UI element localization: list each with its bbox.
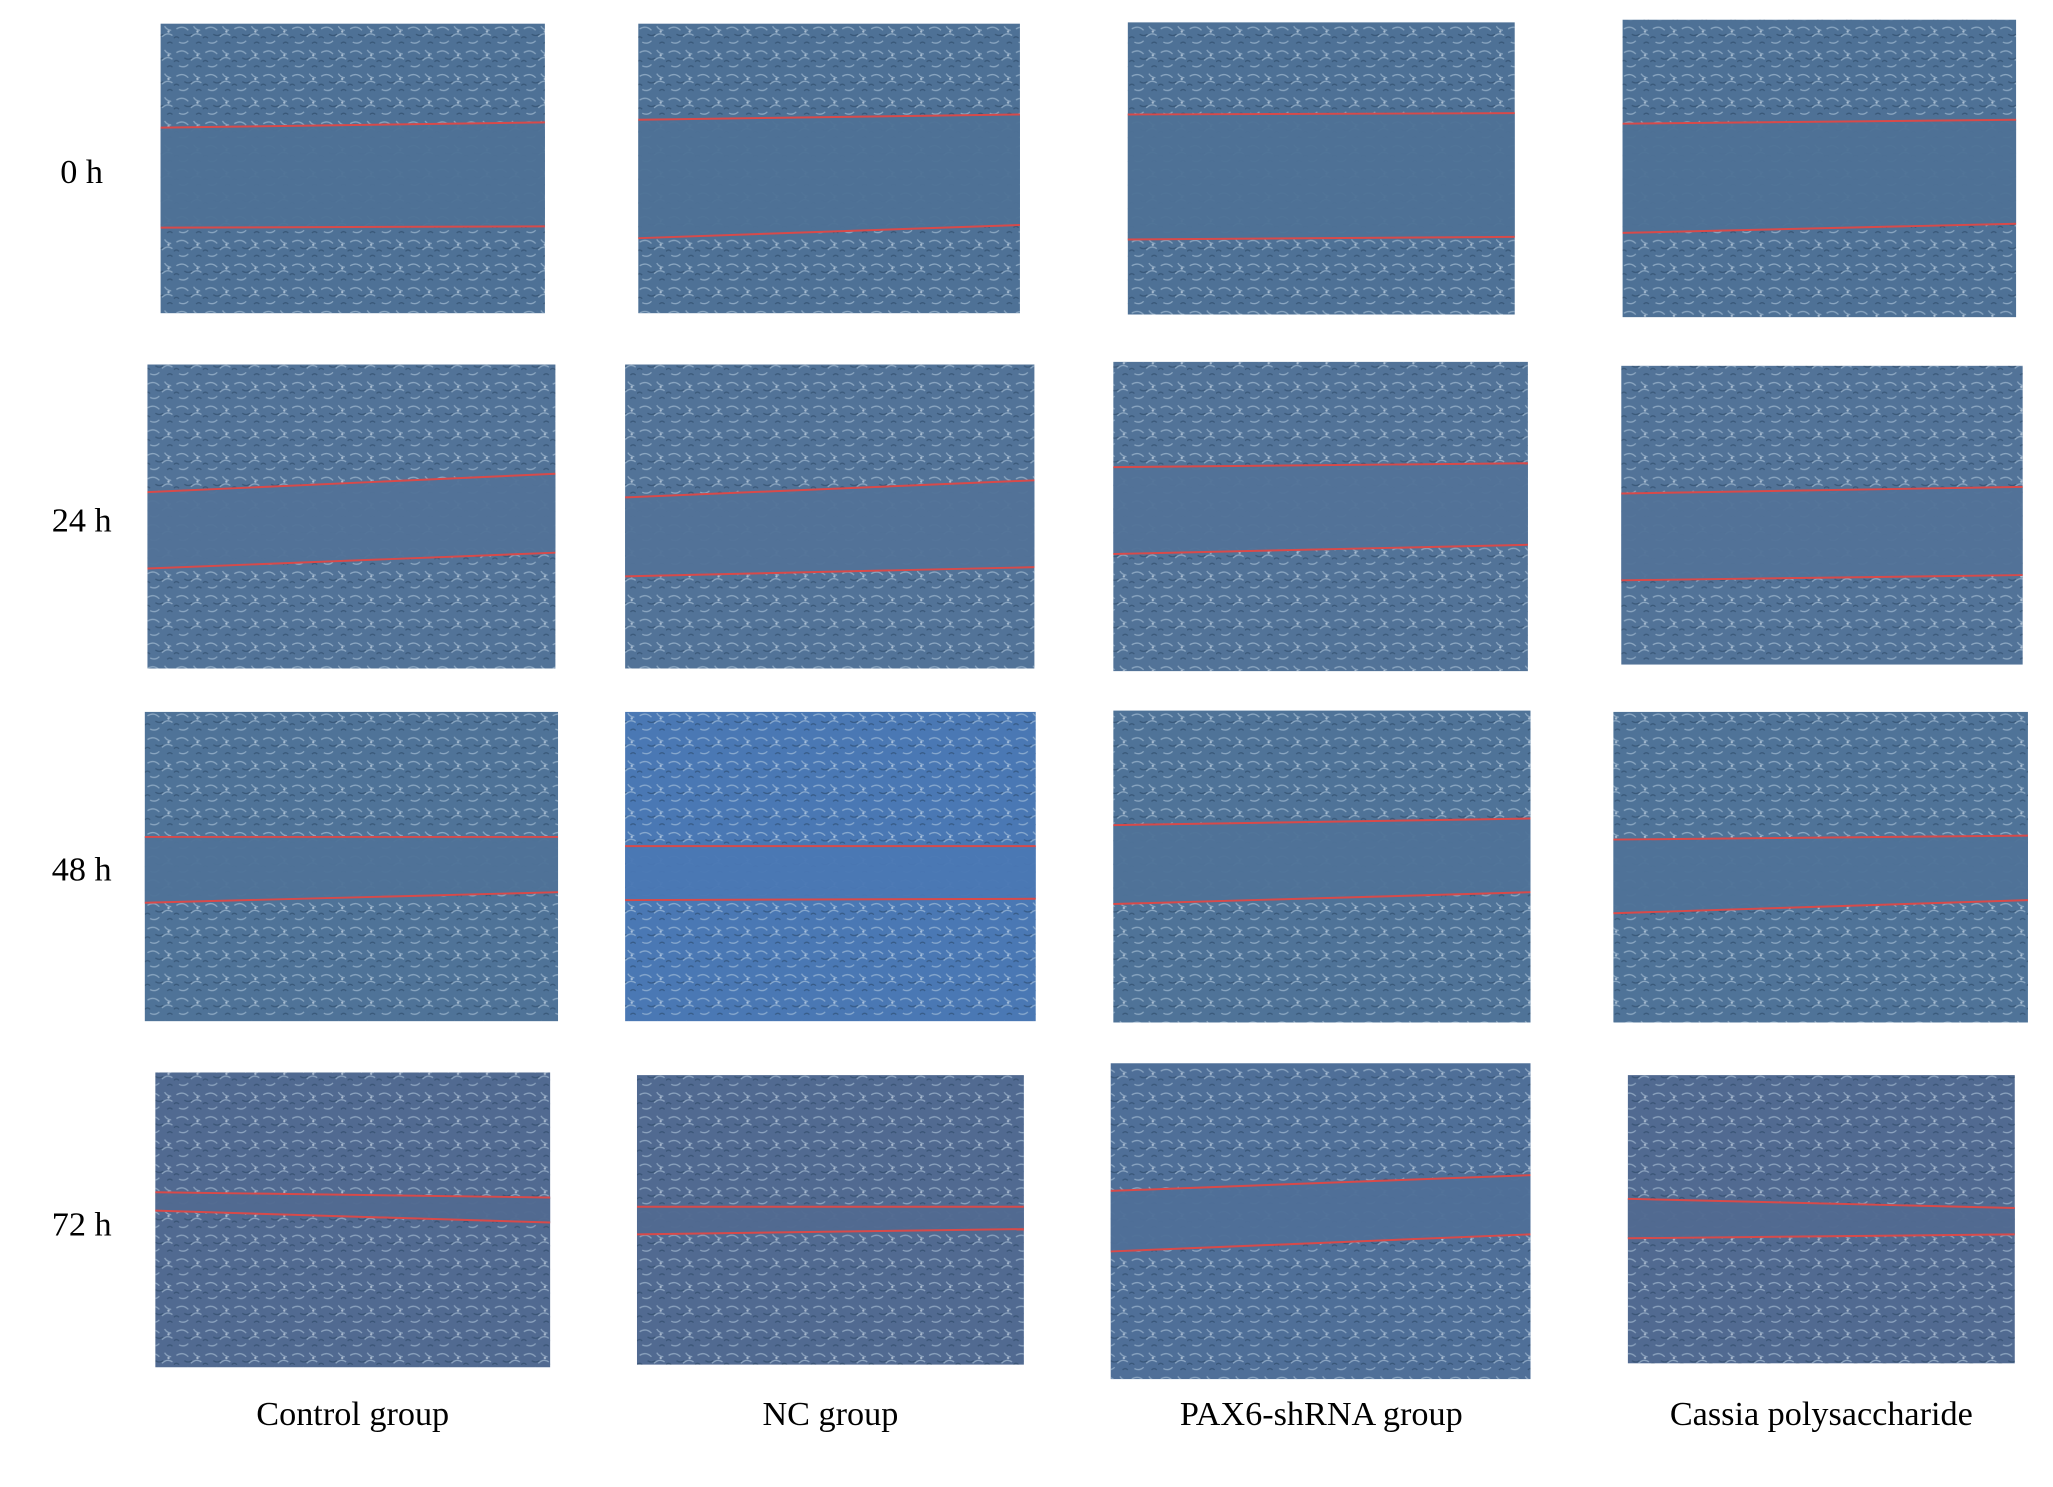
wound-edge: [1113, 817, 1531, 827]
wound-edge: [1113, 891, 1531, 906]
wound-edge: [147, 551, 556, 570]
wound-gap: [1113, 463, 1528, 555]
wound-edge: [155, 1191, 551, 1199]
wound-edge: [1621, 485, 2023, 495]
column-label: Control group: [256, 1396, 449, 1433]
wound-gap: [155, 1192, 551, 1223]
wound-edge: [1613, 834, 2028, 841]
wound-edge: [625, 897, 1036, 902]
column-label: PAX6-shRNA group: [1180, 1396, 1463, 1433]
column-label: Cassia polysaccharide: [1670, 1396, 1973, 1433]
wound-edge: [1622, 222, 2017, 234]
wound-gap: [625, 846, 1036, 901]
wound-gap: [1113, 818, 1531, 905]
wound-edge: [1127, 235, 1515, 241]
wound-edge: [638, 224, 1020, 240]
row-label: 48 h: [52, 851, 112, 888]
wound-edge: [155, 1209, 551, 1224]
row-label: 24 h: [52, 503, 112, 540]
wound-gap: [638, 114, 1020, 239]
wound-gap: [144, 836, 559, 903]
row-label: 0 h: [60, 154, 103, 191]
wound-edge: [147, 472, 556, 494]
wound-gap: [1621, 486, 2023, 581]
wound-edge: [1113, 543, 1528, 555]
wound-gap: [636, 1206, 1024, 1235]
wound-gap: [1110, 1175, 1531, 1252]
wound-edge: [625, 566, 1035, 578]
wound-edge: [1613, 899, 2028, 915]
wound-edge: [160, 225, 545, 229]
wound-edge: [1622, 118, 2017, 125]
row-label: 72 h: [52, 1207, 112, 1244]
wound-gap: [160, 122, 545, 228]
wound-gap: [1613, 835, 2028, 914]
wound-edge: [636, 1228, 1024, 1236]
wound-gap: [1622, 119, 2017, 233]
wound-edge: [1110, 1233, 1531, 1253]
wound-edge: [638, 113, 1020, 121]
column-label: NC group: [762, 1396, 898, 1433]
wound-edge: [1627, 1197, 2015, 1210]
wound-edge: [144, 891, 559, 904]
wound-edge: [1110, 1174, 1531, 1192]
wound-edge: [625, 479, 1035, 499]
wound-edge: [1113, 462, 1528, 469]
wound-gap: [1127, 113, 1515, 240]
wound-gap: [625, 480, 1035, 577]
wound-edge: [1621, 574, 2023, 582]
wound-gap: [147, 473, 556, 569]
wound-edge: [1127, 112, 1515, 116]
wound-edge: [160, 121, 545, 129]
wound-edge: [1627, 1233, 2015, 1240]
wound-gap: [1627, 1198, 2015, 1239]
